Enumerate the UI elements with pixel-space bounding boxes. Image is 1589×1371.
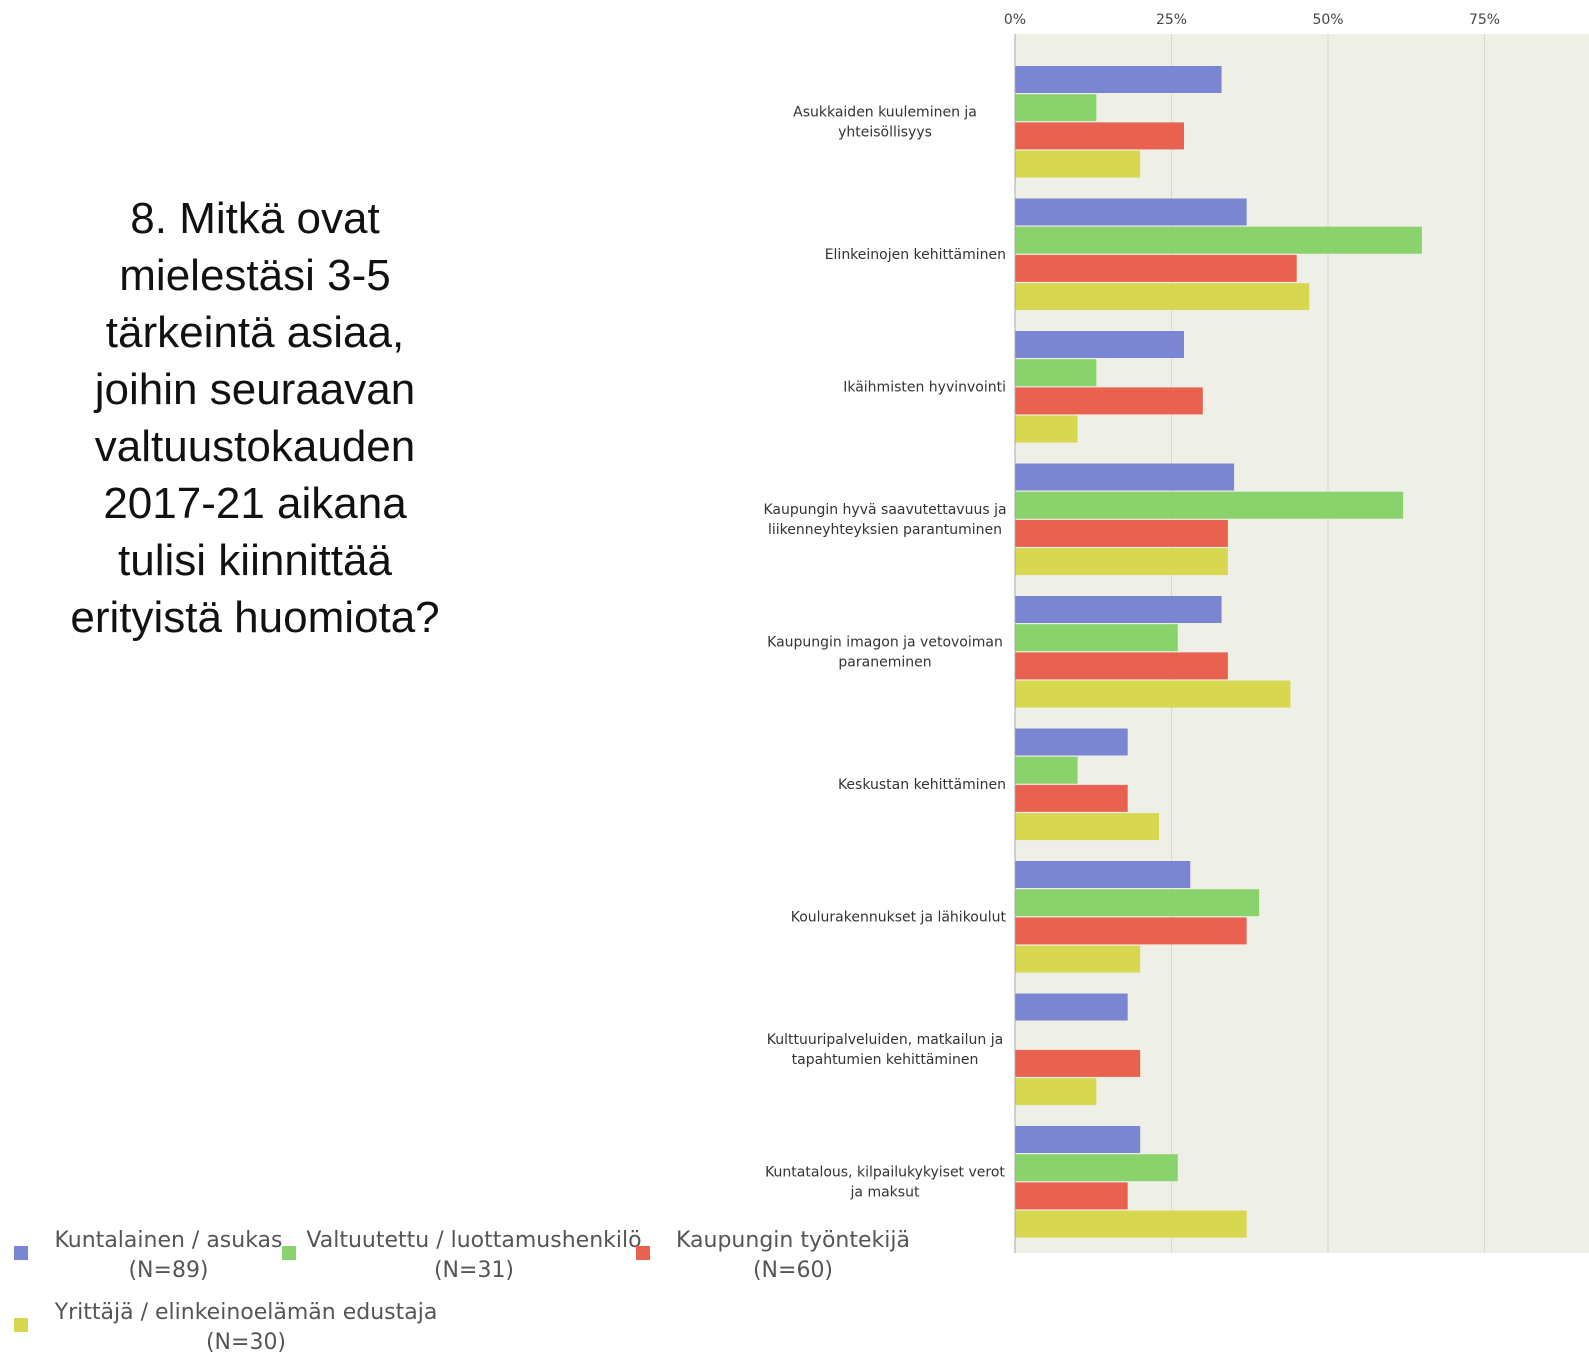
category-label: paraneminen	[838, 654, 931, 670]
legend-label: Valtuutettu / luottamushenkilö	[306, 1228, 642, 1253]
legend-count: (N=60)	[752, 1258, 834, 1283]
bar	[1015, 387, 1203, 415]
legend-item: Yrittäjä / elinkeinoelämän edustaja (N=30…	[14, 1298, 456, 1358]
bar	[1015, 198, 1247, 226]
category-label: Kuntatalous, kilpailukykyiset verot	[765, 1164, 1005, 1180]
bar	[1015, 889, 1260, 917]
tick-label: 0%	[1004, 12, 1026, 28]
category-label: tapahtumien kehittäminen	[792, 1052, 979, 1068]
category-label: Asukkaiden kuuleminen ja	[793, 104, 977, 120]
legend-count: (N=30)	[205, 1330, 287, 1355]
x-axis-ticks: 0% 25% 50% 75%	[1004, 12, 1500, 28]
tick-label: 50%	[1312, 12, 1343, 28]
category-label: Keskustan kehittäminen	[838, 777, 1006, 793]
category-label: Kaupungin imagon ja vetovoiman	[767, 634, 1003, 650]
legend-item: Valtuutettu / luottamushenkilö (N=31)	[282, 1226, 644, 1286]
bar	[1015, 1078, 1097, 1106]
legend-swatch	[636, 1246, 650, 1260]
bar	[1015, 813, 1159, 841]
tick-label: 75%	[1469, 12, 1500, 28]
bar	[1015, 596, 1222, 623]
bar	[1015, 652, 1228, 680]
legend-item: Kaupungin työntekijä (N=60)	[636, 1226, 928, 1286]
category-labels: Asukkaiden kuuleminen ja yhteisöllisyys El…	[763, 104, 1006, 1200]
category-label: Ikäihmisten hyvinvointi	[843, 379, 1006, 395]
bar	[1015, 1154, 1178, 1182]
bar	[1015, 945, 1141, 973]
bar	[1015, 784, 1128, 812]
bar	[1015, 359, 1097, 387]
bar	[1015, 519, 1228, 547]
category-label: ja maksut	[850, 1184, 920, 1200]
bar	[1015, 415, 1078, 443]
bar	[1015, 728, 1128, 756]
category-label: Kaupungin hyvä saavutettavuus ja	[763, 502, 1006, 518]
bar	[1015, 1210, 1247, 1238]
bar	[1015, 226, 1422, 254]
bar	[1015, 861, 1191, 888]
bar	[1015, 66, 1222, 93]
legend-item: Kuntalainen / asukas (N=89)	[14, 1226, 301, 1286]
bar	[1015, 122, 1185, 150]
legend-swatch	[282, 1246, 296, 1260]
bar	[1015, 548, 1228, 576]
bar	[1015, 331, 1185, 358]
bar	[1015, 1126, 1141, 1153]
category-label: Elinkeinojen kehittäminen	[825, 247, 1006, 263]
bar	[1015, 756, 1078, 784]
bar	[1015, 150, 1141, 178]
bar	[1015, 1182, 1128, 1210]
legend-swatch	[14, 1246, 28, 1260]
bar	[1015, 993, 1128, 1021]
tick-label: 25%	[1156, 12, 1187, 28]
legend-count: (N=31)	[433, 1258, 515, 1283]
category-label: Kulttuuripalveluiden, matkailun ja	[767, 1032, 1003, 1048]
category-label: Koulurakennukset ja lähikoulut	[791, 909, 1007, 925]
question-title: 8. Mitkä ovat mielestäsi 3-5 tärkeintä a…	[70, 194, 440, 642]
bar	[1015, 254, 1297, 282]
bar	[1015, 94, 1097, 122]
bars	[1015, 66, 1422, 1238]
bar	[1015, 1049, 1141, 1077]
legend-swatch	[14, 1318, 28, 1332]
bar	[1015, 624, 1178, 652]
category-label: liikenneyhteyksien parantuminen	[768, 522, 1002, 538]
bar	[1015, 283, 1310, 311]
category-label: yhteisöllisyys	[838, 124, 932, 140]
bar	[1015, 917, 1247, 945]
bar	[1015, 463, 1235, 491]
legend-label: Kaupungin työntekijä	[676, 1228, 910, 1253]
bar	[1015, 491, 1404, 519]
legend-label: Kuntalainen / asukas	[54, 1228, 283, 1253]
bar	[1015, 680, 1291, 708]
legend-count: (N=89)	[128, 1258, 209, 1283]
legend-label: Yrittäjä / elinkeinoelämän edustaja	[54, 1300, 438, 1325]
